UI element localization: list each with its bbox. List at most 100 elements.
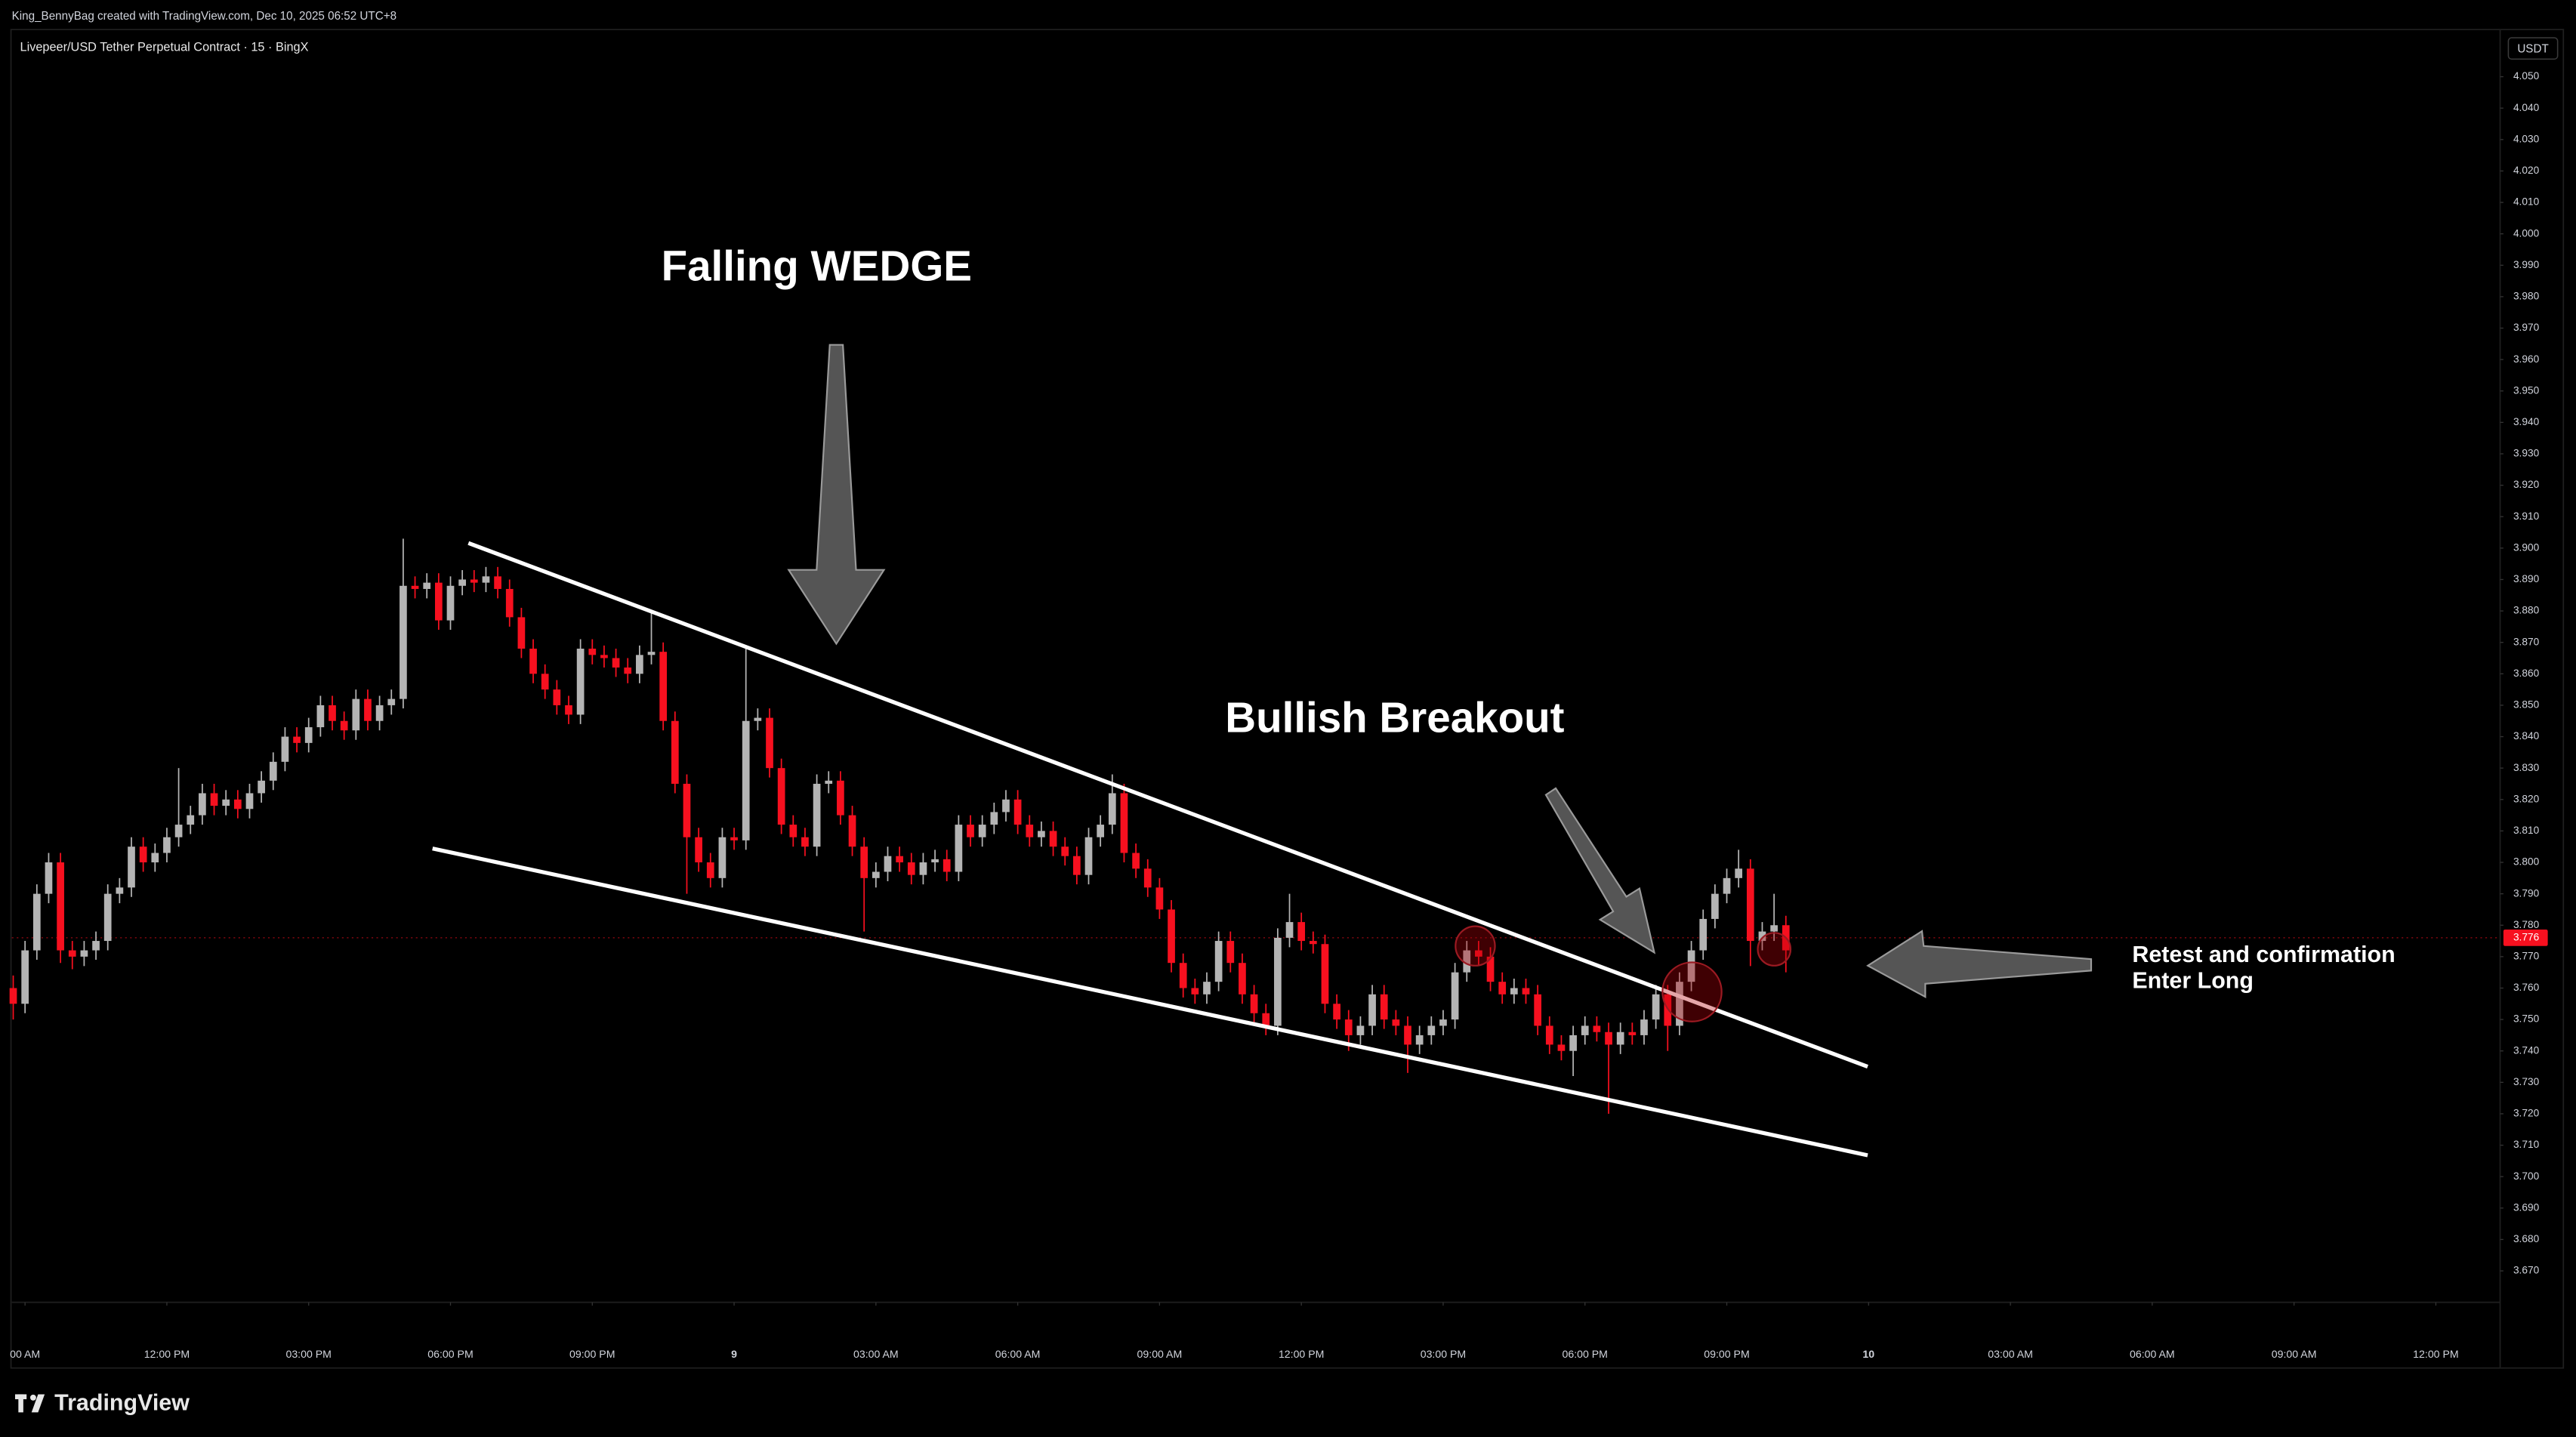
candle-body — [1380, 994, 1388, 1020]
candle-body — [565, 705, 572, 715]
trendline — [467, 541, 1868, 1068]
x-tick-label: 10 — [1862, 1348, 1874, 1360]
highlight-circle — [1661, 961, 1723, 1022]
candle-body — [1061, 846, 1069, 856]
candle-body — [411, 585, 419, 589]
candle-body — [742, 720, 750, 840]
candle-body — [624, 667, 632, 674]
candle-body — [872, 871, 880, 878]
candle-body — [576, 649, 585, 715]
candle-body — [1545, 1025, 1553, 1045]
y-tick-label: 3.690 — [2513, 1201, 2540, 1213]
candle-body — [116, 887, 124, 894]
y-tick-label: 3.890 — [2513, 573, 2540, 584]
candle-body — [1026, 825, 1034, 837]
candle-body — [1285, 922, 1294, 938]
logo-icon — [29, 1394, 36, 1401]
y-tick-label: 3.720 — [2513, 1108, 2540, 1119]
candle-body — [1522, 988, 1530, 994]
candle-body — [446, 585, 455, 621]
candle-body — [505, 588, 514, 618]
candle-body — [588, 649, 597, 655]
candle-body — [1333, 1004, 1340, 1020]
y-tick-label: 3.990 — [2513, 259, 2540, 270]
candle-body — [1486, 956, 1495, 982]
candle-body — [1746, 868, 1754, 942]
candle-body — [612, 658, 620, 668]
y-tick-label: 3.790 — [2513, 887, 2540, 899]
y-tick-label: 3.700 — [2513, 1170, 2540, 1182]
candle-body — [919, 862, 927, 875]
candle-body — [1723, 877, 1731, 894]
candle-body — [103, 893, 112, 942]
candle-body — [967, 825, 974, 837]
annotation: Bullish Breakout — [1225, 694, 1564, 742]
candle-body — [245, 793, 254, 809]
candle-body — [151, 853, 159, 863]
candle-body — [718, 837, 727, 878]
y-tick-label: 3.740 — [2513, 1044, 2540, 1056]
y-tick-label: 4.020 — [2513, 165, 2540, 176]
last-price-label: 3.776 — [2513, 932, 2540, 943]
candle-body — [21, 950, 29, 1004]
x-tick-label: 06:00 AM — [995, 1348, 1041, 1360]
candle-body — [1084, 837, 1093, 875]
candle-body — [1404, 1025, 1411, 1045]
y-tick-label: 3.980 — [2513, 291, 2540, 302]
candle-body — [766, 717, 773, 769]
candle-body — [1758, 931, 1766, 942]
y-tick-label: 3.710 — [2513, 1139, 2540, 1150]
watermark: TradingView — [54, 1390, 190, 1416]
candle-body — [1628, 1031, 1637, 1035]
x-tick-label: 09:00 PM — [569, 1348, 615, 1360]
y-tick-label: 4.010 — [2513, 196, 2540, 208]
candle-body — [352, 698, 360, 731]
candle-body — [435, 582, 443, 621]
x-tick-label: 03:00 PM — [285, 1348, 331, 1360]
y-tick-label: 3.680 — [2513, 1233, 2540, 1244]
y-tick-label: 3.900 — [2513, 541, 2540, 553]
y-tick-label: 3.800 — [2513, 856, 2540, 868]
candle-body — [45, 862, 53, 894]
x-tick-label: 09:00 PM — [1704, 1348, 1749, 1360]
currency-button[interactable] — [2507, 37, 2559, 60]
candle-body — [1179, 963, 1187, 988]
candle-body — [494, 576, 501, 589]
y-tick-label: 3.810 — [2513, 825, 2540, 836]
x-tick-label: 12:00 PM — [2413, 1348, 2458, 1360]
candle-body — [1368, 994, 1376, 1026]
candle-body — [1321, 944, 1329, 1004]
candle-body — [400, 585, 407, 699]
candle-body — [1214, 941, 1223, 982]
candle-body — [541, 674, 549, 690]
highlight-circle — [1455, 925, 1496, 967]
candle-body — [281, 736, 289, 762]
candle-body — [458, 579, 467, 586]
candle-body — [92, 941, 100, 951]
y-tick-label: 3.830 — [2513, 762, 2540, 773]
y-tick-label: 3.670 — [2513, 1265, 2540, 1276]
y-tick-label: 3.770 — [2513, 950, 2540, 961]
y-tick-label: 4.040 — [2513, 102, 2540, 113]
x-tick-label: 06:00 PM — [427, 1348, 473, 1360]
candle-body — [1463, 950, 1471, 973]
candle-body — [636, 655, 643, 674]
candle-body — [600, 655, 608, 658]
x-tick-label: 06:00 PM — [1563, 1348, 1608, 1360]
candle-body — [671, 720, 679, 784]
y-tick-label: 3.850 — [2513, 699, 2540, 711]
candle-body — [659, 652, 668, 721]
candle-body — [1770, 925, 1778, 932]
candle-body — [1239, 963, 1246, 994]
candle-body — [647, 652, 656, 655]
candle-body — [1132, 853, 1140, 869]
candle-body — [955, 825, 963, 872]
candle-body — [1013, 799, 1022, 825]
x-tick-label: 09:00 AM — [1137, 1348, 1183, 1360]
candle-body — [1569, 1035, 1577, 1051]
y-tick-label: 3.860 — [2513, 668, 2540, 679]
candle-body — [1676, 982, 1683, 1026]
y-tick-label: 3.780 — [2513, 919, 2540, 930]
candle-body — [896, 856, 903, 863]
